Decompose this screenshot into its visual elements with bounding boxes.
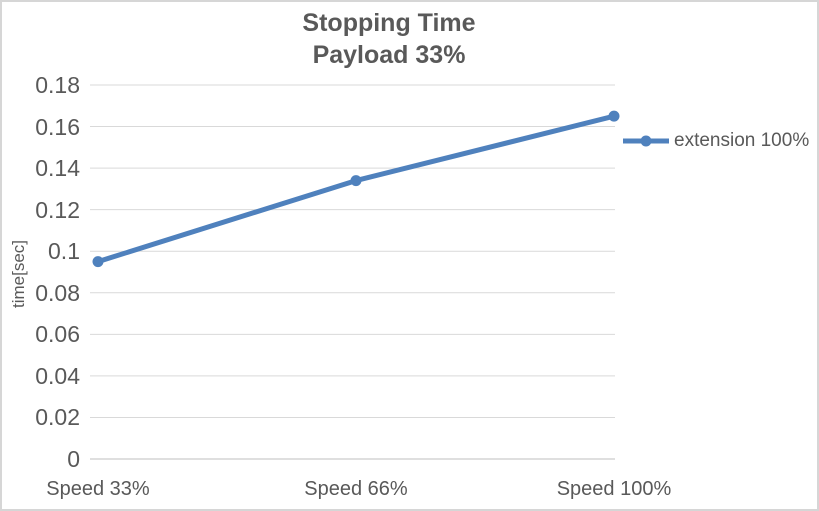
y-tick-label: 0.12 bbox=[35, 196, 80, 223]
y-tick-label: 0.14 bbox=[35, 155, 80, 182]
legend-line-marker-icon bbox=[623, 135, 669, 147]
x-axis-label: Speed 100% bbox=[556, 478, 672, 500]
chart-title-line-2: Payload 33% bbox=[312, 41, 466, 69]
chart-title-line-1: Stopping Time bbox=[302, 9, 476, 37]
chart-title: Stopping Time Payload 33% bbox=[2, 7, 776, 71]
y-tick-label: 0.06 bbox=[35, 321, 80, 348]
x-axis-label: Speed 66% bbox=[304, 478, 408, 500]
data-point-marker bbox=[350, 175, 362, 187]
y-tick-label: 0 bbox=[67, 446, 80, 472]
legend: extension 100% bbox=[623, 128, 809, 154]
y-tick-label: 0.18 bbox=[35, 72, 80, 98]
data-point-marker bbox=[608, 110, 620, 122]
y-tick-label: 0.04 bbox=[35, 362, 80, 389]
y-tick-label: 0.1 bbox=[48, 238, 80, 265]
series-line bbox=[95, 113, 617, 265]
y-tick-label: 0.02 bbox=[35, 404, 80, 431]
x-axis-label: Speed 33% bbox=[46, 478, 150, 500]
y-tick-label: 0.08 bbox=[35, 279, 80, 306]
data-point-marker bbox=[92, 256, 104, 268]
y-tick-label: 0.16 bbox=[35, 113, 80, 140]
legend-label: extension 100% bbox=[674, 130, 810, 151]
